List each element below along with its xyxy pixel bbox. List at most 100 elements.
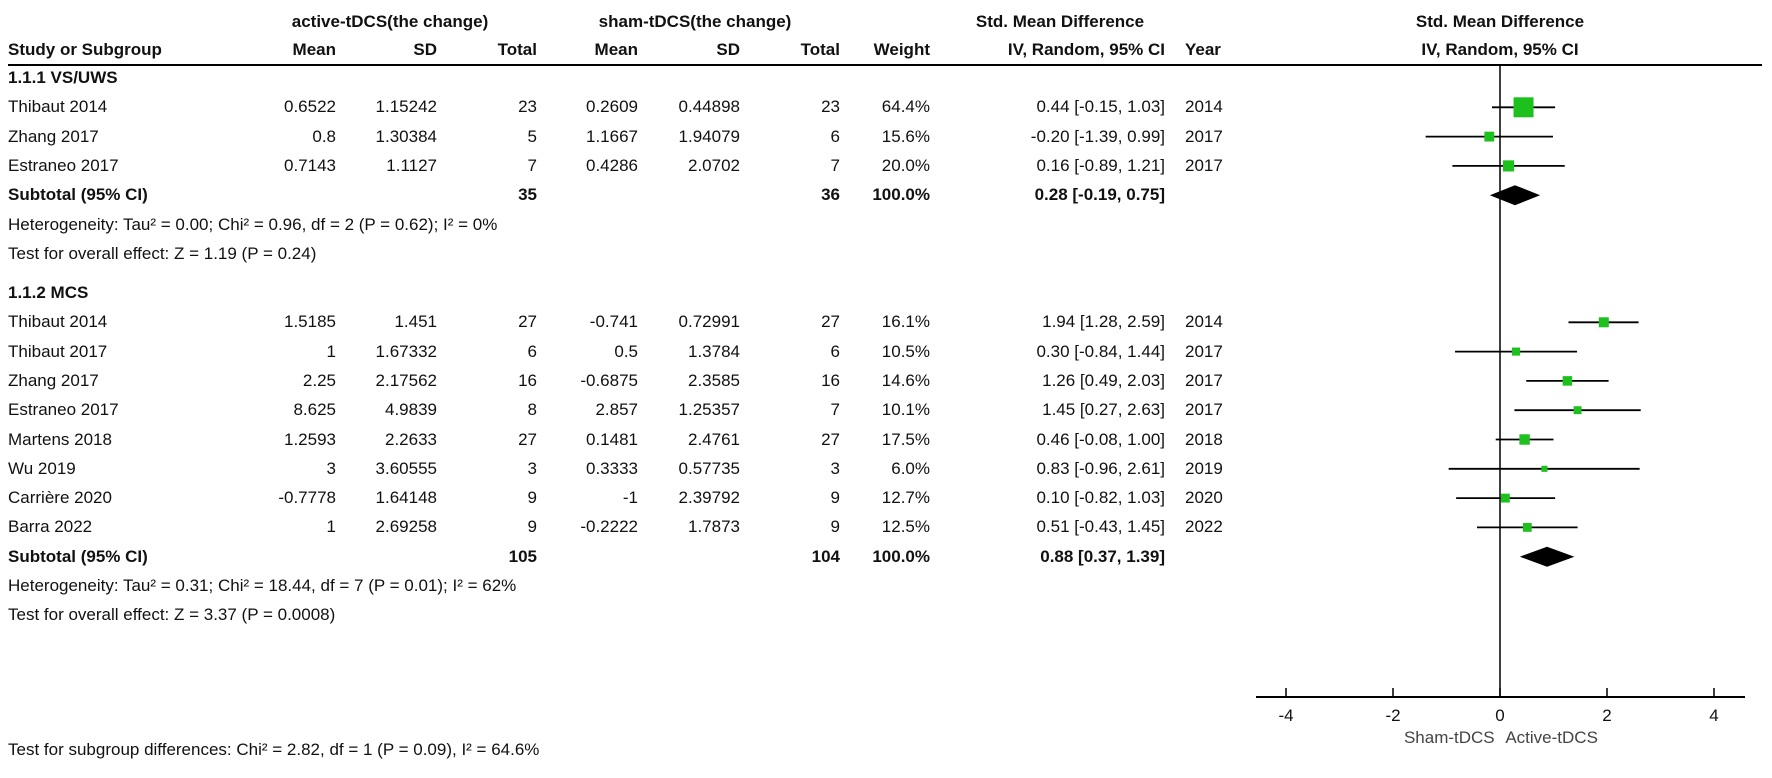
cell-sham-sd: 2.4761: [688, 429, 740, 449]
heterogeneity-text: Heterogeneity: Tau² = 0.00; Chi² = 0.96,…: [8, 214, 498, 234]
cell-active-mean: 1: [326, 341, 336, 361]
cell-sham-sd: 1.7873: [688, 517, 740, 537]
cell-ci: 0.46 [-0.08, 1.00]: [1036, 429, 1165, 449]
cell-active-total: 7: [527, 155, 537, 175]
cell-active-total: 9: [527, 488, 537, 508]
cell-weight: 12.5%: [881, 517, 930, 537]
cell-ci: 0.10 [-0.82, 1.03]: [1036, 488, 1165, 508]
overall-effect-text: Test for overall effect: Z = 1.19 (P = 0…: [8, 243, 317, 263]
col-year-header: Year: [1185, 40, 1221, 59]
cell-sham-sd: 0.44898: [678, 97, 740, 117]
subtotal-label: Subtotal (95% CI): [8, 185, 148, 205]
subgroup-differences-test: Test for subgroup differences: Chi² = 2.…: [8, 740, 540, 759]
smd-header: Std. Mean Difference: [975, 12, 1145, 31]
study-name: Barra 2022: [8, 517, 93, 537]
cell-sham-mean: -0.2222: [580, 517, 638, 537]
cell-year: 2017: [1185, 155, 1223, 175]
cell-sham-total: 16: [821, 370, 840, 390]
cell-active-sd: 1.15242: [375, 97, 437, 117]
pooled-diamond: [1489, 185, 1541, 206]
cell-active-total: 27: [518, 312, 537, 332]
cell-active-mean: 1.5185: [284, 312, 336, 332]
cell-year: 2017: [1185, 370, 1223, 390]
effect-square: [1541, 465, 1548, 472]
cell-year: 2014: [1185, 97, 1223, 117]
cell-active-sd: 1.451: [394, 312, 437, 332]
cell-year: 2018: [1185, 429, 1223, 449]
study-name: Thibaut 2017: [8, 341, 108, 361]
col-sham-sd-header: SD: [716, 40, 740, 59]
cell-sham-mean: 0.5: [614, 341, 638, 361]
cell-year: 2020: [1185, 488, 1223, 508]
axis-left-label: Sham-tDCS: [1404, 728, 1495, 747]
cell-weight: 16.1%: [881, 312, 930, 332]
cell-active-sd: 3.60555: [375, 458, 437, 478]
effect-square: [1573, 406, 1582, 415]
cell-active-mean: 0.8: [312, 126, 336, 146]
subtotal-weight: 100.0%: [872, 546, 930, 566]
col-weight-header: Weight: [873, 40, 930, 59]
cell-active-sd: 1.64148: [375, 488, 437, 508]
cell-sham-total: 7: [830, 155, 840, 175]
cell-sham-total: 3: [830, 458, 840, 478]
cell-sham-total: 7: [830, 400, 840, 420]
subtotal-weight: 100.0%: [872, 185, 930, 205]
effect-square: [1519, 434, 1530, 445]
cell-sham-total: 6: [830, 341, 840, 361]
cell-weight: 14.6%: [881, 370, 930, 390]
cell-sham-sd: 1.3784: [688, 341, 740, 361]
cell-active-mean: 0.7143: [284, 155, 336, 175]
cell-sham-mean: -0.741: [589, 312, 638, 332]
effect-square: [1512, 347, 1521, 356]
study-name: Thibaut 2014: [8, 97, 108, 117]
cell-weight: 20.0%: [881, 155, 930, 175]
overall-effect-text: Test for overall effect: Z = 3.37 (P = 0…: [8, 605, 336, 625]
cell-sham-total: 27: [821, 429, 840, 449]
cell-ci: -0.20 [-1.39, 0.99]: [1030, 126, 1165, 146]
axis-right-label: Active-tDCS: [1505, 728, 1598, 747]
subtotal-active-total: 105: [508, 546, 537, 566]
cell-ci: 0.30 [-0.84, 1.44]: [1036, 341, 1165, 361]
cell-sham-sd: 2.0702: [688, 155, 740, 175]
cell-sham-mean: -1: [622, 488, 638, 508]
cell-weight: 12.7%: [881, 488, 930, 508]
cell-active-sd: 4.9839: [385, 400, 437, 420]
cell-active-mean: 2.25: [302, 370, 336, 390]
cell-active-mean: -0.7778: [278, 488, 336, 508]
cell-active-sd: 1.67332: [375, 341, 437, 361]
cell-sham-total: 9: [830, 488, 840, 508]
col-sham-mean-header: Mean: [594, 40, 638, 59]
cell-ci: 1.94 [1.28, 2.59]: [1042, 312, 1165, 332]
subtotal-sham-total: 36: [821, 185, 840, 205]
cell-active-mean: 3: [326, 458, 336, 478]
sham-group-header: sham-tDCS(the change): [598, 12, 792, 31]
subgroup-title: 1.1.1 VS/UWS: [8, 68, 118, 87]
cell-weight: 6.0%: [891, 458, 930, 478]
cell-active-mean: 0.6522: [284, 97, 336, 117]
cell-year: 2022: [1185, 517, 1223, 537]
cell-active-total: 3: [527, 458, 537, 478]
effect-square: [1513, 97, 1534, 118]
cell-weight: 15.6%: [881, 126, 930, 146]
cell-active-total: 6: [527, 341, 537, 361]
subtotal-sham-total: 104: [811, 546, 840, 566]
cell-sham-sd: 1.94079: [678, 126, 740, 146]
x-axis-tick-label: 0: [1495, 706, 1504, 725]
cell-weight: 10.1%: [881, 400, 930, 420]
cell-weight: 10.5%: [881, 341, 930, 361]
cell-ci: 1.45 [0.27, 2.63]: [1042, 400, 1165, 420]
cell-active-total: 9: [527, 517, 537, 537]
effect-square: [1484, 131, 1495, 142]
x-axis-tick-label: -4: [1278, 706, 1293, 725]
effect-square: [1502, 160, 1515, 172]
study-name: Estraneo 2017: [8, 400, 119, 420]
heterogeneity-text: Heterogeneity: Tau² = 0.31; Chi² = 18.44…: [8, 576, 517, 595]
cell-sham-mean: 0.1481: [586, 429, 638, 449]
cell-year: 2017: [1185, 400, 1223, 420]
effect-square: [1500, 493, 1510, 503]
cell-ci: 0.83 [-0.96, 2.61]: [1036, 458, 1165, 478]
cell-active-total: 16: [518, 370, 537, 390]
cell-active-sd: 2.69258: [375, 517, 437, 537]
pooled-diamond: [1519, 546, 1575, 567]
